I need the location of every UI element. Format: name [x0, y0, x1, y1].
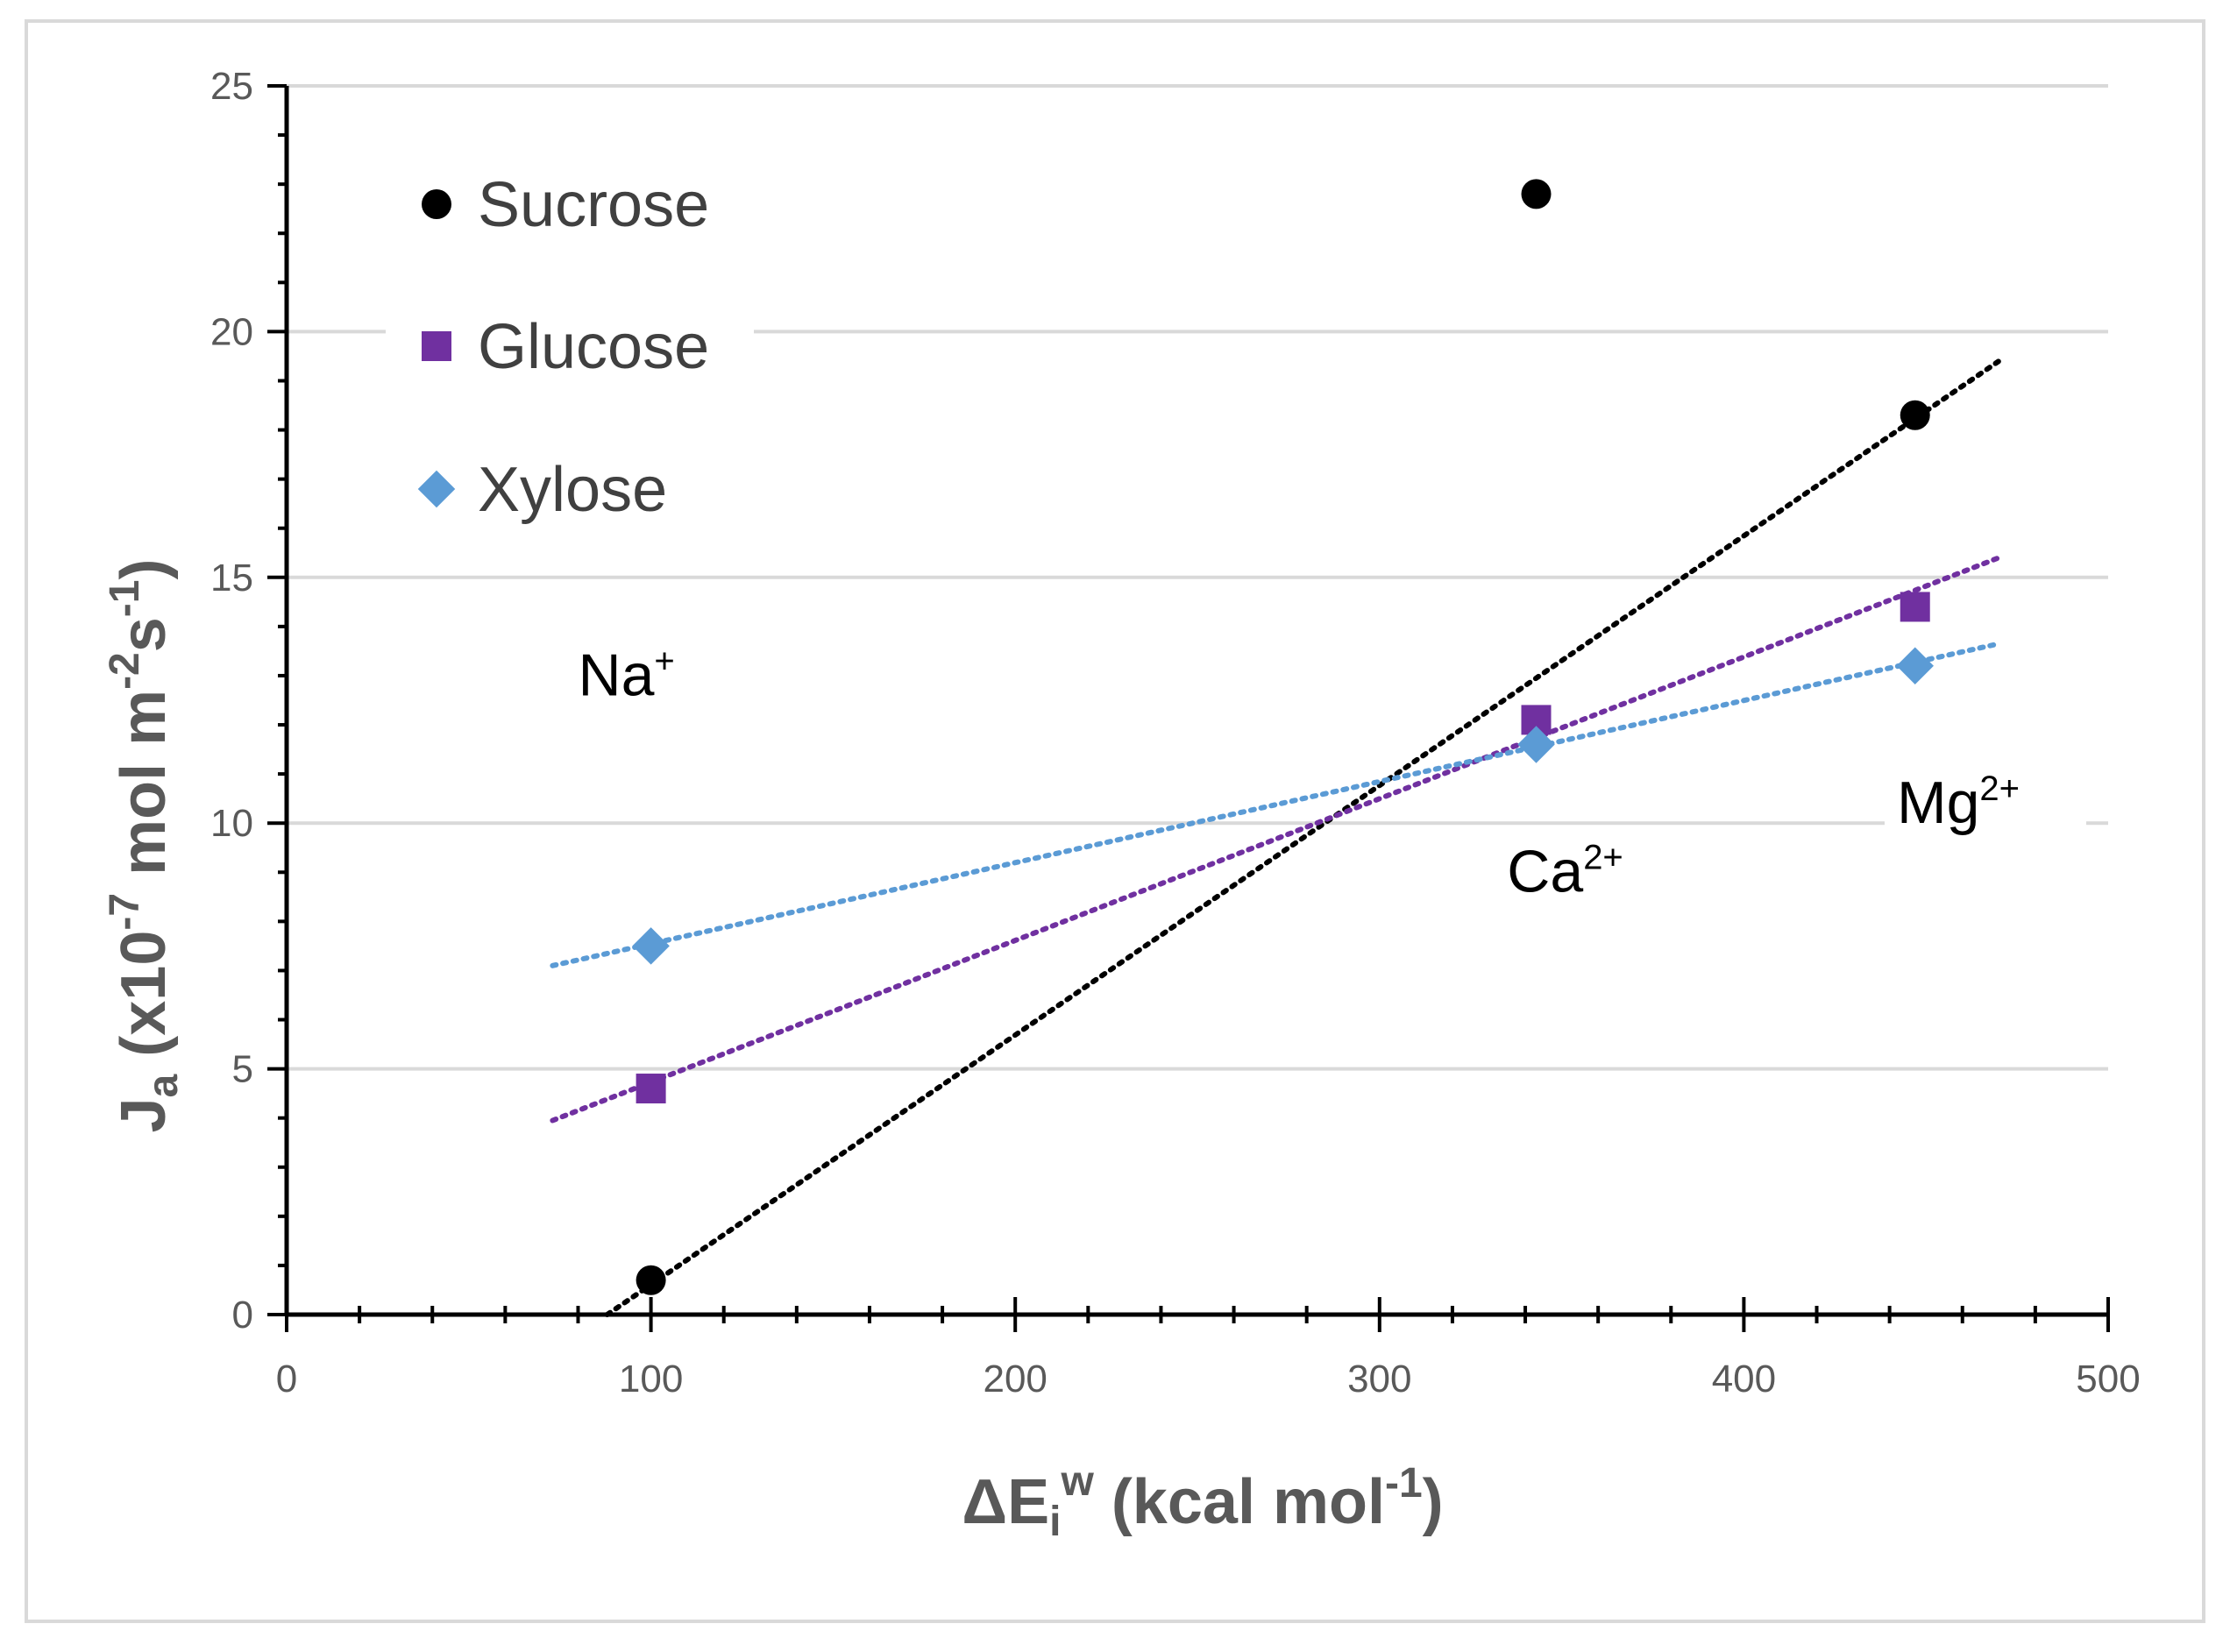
y-title-main: J	[109, 1097, 179, 1132]
y-tick-label-5: 5	[232, 1048, 253, 1091]
y-tick-label-15: 15	[210, 557, 253, 599]
y-title-sup3: -1	[102, 579, 148, 617]
annotation-na: Na+	[578, 642, 674, 708]
trendline-sucrose	[604, 358, 2002, 1317]
y-title-mid3: s	[109, 617, 179, 652]
annotation-ca-sup: 2+	[1583, 839, 1623, 877]
x-axis-title: ΔEiw (kcal mol-1)	[962, 1458, 1443, 1545]
trendline-xylose	[550, 641, 2002, 968]
y-tick-label-20: 20	[210, 310, 253, 353]
y-title-mid1: (x10	[109, 931, 179, 1074]
point-xylose-447	[1896, 647, 1934, 684]
point-sucrose-100	[636, 1265, 666, 1295]
data-points	[632, 179, 1934, 1295]
annotation-ca: Ca2+	[1507, 839, 1623, 905]
x-title-main: ΔE	[962, 1467, 1049, 1537]
x-tick-label-200: 200	[983, 1358, 1047, 1400]
point-xylose-100	[632, 927, 670, 965]
y-tick-label-10: 10	[210, 802, 253, 845]
annotations: Na+Ca2+Mg2+	[578, 642, 2020, 904]
ticks: 0 5 10 15 20 25 0 100 200 300 400 500	[210, 65, 2141, 1400]
trendline-glucose	[550, 555, 2002, 1124]
annotation-bg-ca	[1495, 828, 1697, 913]
x-title-rest: (kcal mol	[1094, 1467, 1385, 1537]
annotation-na-text: Na	[578, 642, 654, 708]
annotation-bg-mg	[1884, 760, 2086, 845]
x-title-sub: i	[1049, 1499, 1061, 1545]
y-title-sup2: -2	[102, 652, 148, 690]
y-tick-label-0: 0	[232, 1294, 253, 1336]
x-title-rest-sup: -1	[1385, 1460, 1423, 1507]
annotation-na-sup: +	[654, 642, 674, 680]
x-title-sup: w	[1060, 1458, 1094, 1505]
annotation-backgrounds	[565, 632, 2086, 913]
point-sucrose-343	[1521, 179, 1552, 209]
point-xylose-343	[1517, 726, 1555, 763]
y-title-close: )	[109, 559, 179, 580]
point-glucose-447	[1900, 592, 1930, 622]
x-tick-label-100: 100	[619, 1358, 683, 1400]
x-title-close: )	[1423, 1467, 1444, 1537]
y-title-sub: a	[140, 1074, 187, 1097]
legend-marker-sucrose	[422, 189, 451, 219]
point-glucose-100	[636, 1074, 666, 1104]
y-axis-title: Ja (x10-7 mol m-2s-1)	[102, 559, 187, 1133]
x-tick-label-400: 400	[1712, 1358, 1776, 1400]
legend-label-sucrose: Sucrose	[478, 170, 709, 240]
x-tick-label-300: 300	[1347, 1358, 1411, 1400]
annotation-mg-sup: 2+	[1979, 769, 2020, 808]
legend-label-xylose: Xylose	[478, 455, 667, 525]
point-sucrose-447	[1900, 400, 1930, 430]
legend-label-glucose: Glucose	[478, 312, 709, 382]
legend: Sucrose Glucose Xylose	[417, 170, 709, 525]
annotation-mg: Mg2+	[1897, 769, 2020, 836]
x-tick-label-500: 500	[2076, 1358, 2140, 1400]
legend-marker-xylose	[417, 470, 456, 508]
annotation-bg-na	[565, 632, 698, 717]
y-tick-label-25: 25	[210, 65, 253, 108]
y-title-sup1: -7	[102, 893, 148, 931]
trendlines	[550, 358, 2002, 1317]
annotation-ca-text: Ca	[1507, 839, 1583, 905]
y-title-mid2: mol m	[109, 690, 179, 893]
annotation-mg-text: Mg	[1897, 769, 1979, 836]
legend-marker-glucose	[422, 331, 451, 361]
axes	[284, 86, 2108, 1317]
x-tick-label-0: 0	[276, 1358, 297, 1400]
